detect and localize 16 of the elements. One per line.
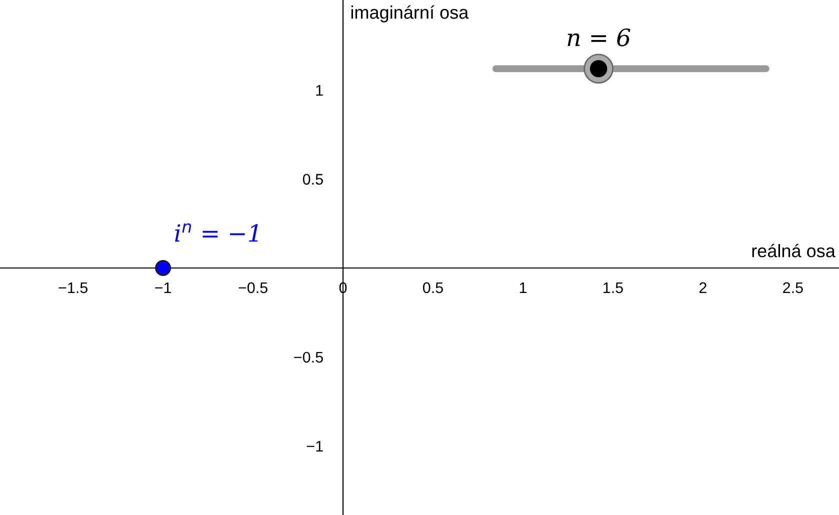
y-axis-title: imaginární osa <box>351 5 469 22</box>
y-tick-label: 0.5 <box>302 174 323 185</box>
x-tick-label: −0.5 <box>238 282 268 294</box>
annotation: n = 6 <box>568 28 630 46</box>
x-tick-label: 2 <box>699 282 706 293</box>
y-tick-label: 1 <box>316 85 323 96</box>
y-tick-label: −1 <box>306 440 323 452</box>
annotation: i$^{n}$ = −1 <box>175 223 258 242</box>
x-tick-label: 1 <box>520 282 526 293</box>
y-tick-label: −0.5 <box>294 352 323 363</box>
x-axis-title: reálná osa <box>752 244 836 258</box>
x-tick-label: −1 <box>155 282 172 293</box>
x-tick-label: −1.5 <box>58 282 88 294</box>
x-tick-label: 1.5 <box>604 282 623 294</box>
x-tick-label: 0.5 <box>422 282 443 294</box>
x-tick-label: 2.5 <box>783 282 803 294</box>
